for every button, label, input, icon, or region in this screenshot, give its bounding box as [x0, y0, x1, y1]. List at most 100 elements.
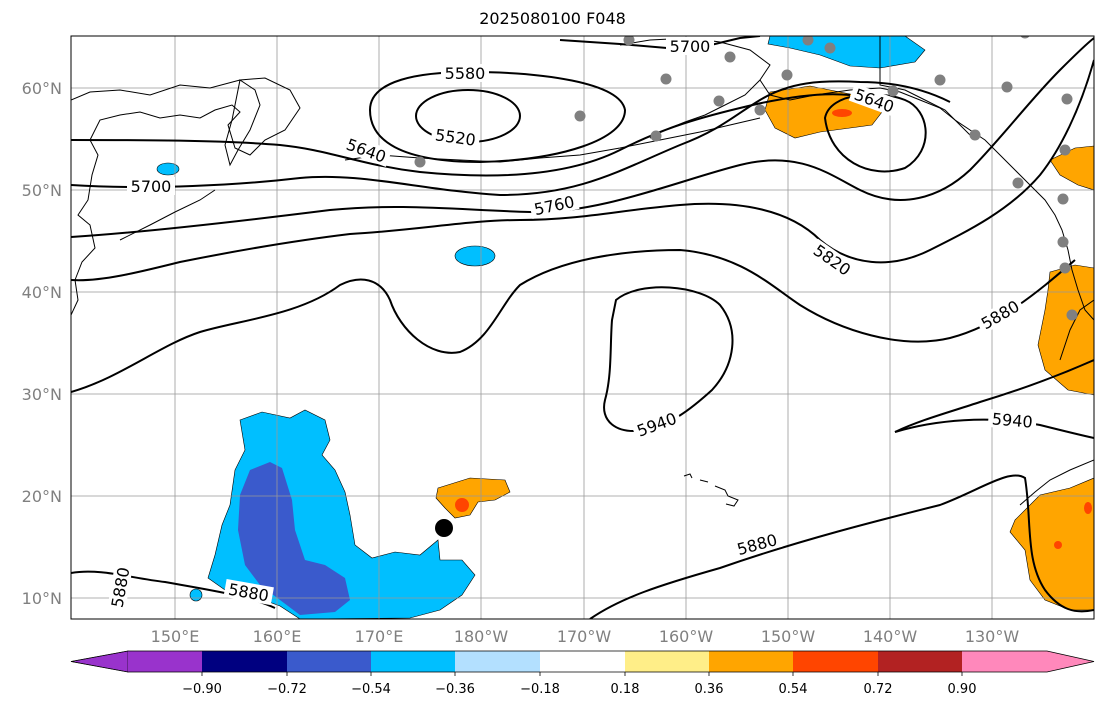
- station-dot: [414, 156, 426, 168]
- contour-5760: [71, 37, 1094, 238]
- colorbar-segment: [878, 651, 962, 672]
- positive-anomaly-region: [1009, 477, 1094, 611]
- station-dot: [1012, 177, 1024, 189]
- strong-positive-anomaly-region: [455, 498, 469, 512]
- longitude-labels: 150°E 160°E 170°E 180°W 170°W 160°W 150°W 140°W…: [151, 627, 1020, 646]
- graticule: [71, 36, 1094, 619]
- positive-anomaly-region: [1049, 145, 1094, 191]
- station-dot: [781, 69, 793, 81]
- lon-label: 180°W: [454, 627, 509, 646]
- contour-5640-west: [71, 93, 851, 177]
- lat-label: 40°N: [22, 283, 62, 302]
- hawaii-coastline: [683, 473, 739, 507]
- strong-positive-anomaly-region: [1084, 502, 1092, 514]
- negative-anomaly-region: [189, 588, 203, 602]
- station-dot: [969, 129, 981, 141]
- colorbar-extend-low: [70, 650, 129, 673]
- colorbar-segment: [709, 651, 793, 672]
- colorbar-tick-label: −0.18: [520, 682, 560, 697]
- colorbar-tick-label: 0.72: [864, 682, 893, 697]
- colorbar-tick-label: −0.72: [267, 682, 307, 697]
- colorbar: [70, 650, 1095, 673]
- negative-anomaly-region: [454, 245, 496, 267]
- mainland-interior-coastline: [879, 36, 976, 141]
- colorbar-tick-label: −0.36: [435, 682, 475, 697]
- positive-anomaly-region: [435, 477, 511, 519]
- lon-label: 130°W: [965, 627, 1020, 646]
- station-dot: [1066, 309, 1078, 321]
- station-dot: [1001, 81, 1013, 93]
- lon-label: 170°W: [557, 627, 612, 646]
- station-dot: [660, 73, 672, 85]
- kuril-coastline: [119, 189, 216, 241]
- station-dot: [1061, 93, 1073, 105]
- lon-label: 160°W: [659, 627, 714, 646]
- colorbar-segment: [455, 651, 540, 672]
- contour-label: 5580: [445, 64, 486, 83]
- lat-label: 10°N: [22, 589, 62, 608]
- colorbar-tick-label: −0.90: [182, 682, 222, 697]
- colorbar-tick-label: 0.36: [695, 682, 724, 697]
- lon-label: 160°E: [253, 627, 302, 646]
- strong-positive-anomaly-region: [1054, 541, 1062, 549]
- station-dot: [887, 85, 899, 97]
- lon-label: 140°W: [863, 627, 918, 646]
- map-frame: [70, 35, 1095, 620]
- strong-positive-anomaly-region: [832, 109, 852, 117]
- station-dot: [754, 104, 766, 116]
- contour-5700-north: [559, 36, 761, 52]
- contour-label: 5700: [670, 37, 711, 56]
- colorbar-tick-label: −0.54: [351, 682, 391, 697]
- station-dot: [934, 74, 946, 86]
- colorbar-segment: [202, 651, 287, 672]
- contour-5820: [71, 59, 1094, 282]
- lat-label: 30°N: [22, 385, 62, 404]
- asia-coastline: [71, 77, 301, 316]
- lon-label: 150°E: [151, 627, 200, 646]
- contour-label: 5520: [434, 125, 477, 149]
- lat-label: 60°N: [22, 79, 62, 98]
- colorbar-segment: [287, 651, 371, 672]
- station-dot: [724, 51, 736, 63]
- station-dot: [623, 36, 635, 46]
- colorbar-segment: [540, 651, 625, 672]
- colorbar-tick-label: 0.18: [611, 682, 640, 697]
- contour-label: 5880: [108, 566, 134, 609]
- height-contours: [71, 36, 1094, 619]
- contour-5700: [71, 80, 951, 197]
- station-dot: [1059, 262, 1071, 274]
- station-dot: [1057, 193, 1069, 205]
- colorbar-segment: [128, 651, 202, 672]
- station-dot: [802, 36, 814, 46]
- contour-label: 5940: [634, 409, 679, 441]
- contour-label: 5760: [532, 192, 576, 219]
- kamchatka-coastline: [224, 79, 261, 167]
- colorbar-segment: [625, 651, 709, 672]
- contour-5940-center: [603, 286, 734, 432]
- contour-label: 5880: [978, 297, 1023, 334]
- colorbar-segment: [793, 651, 878, 672]
- colorbar-extend-high: [962, 651, 1094, 672]
- contour-5880-east: [589, 474, 1094, 619]
- storm-center-marker: [435, 519, 453, 537]
- negative-anomaly-region: [767, 36, 926, 69]
- station-dot: [713, 95, 725, 107]
- coastlines: [71, 36, 1094, 507]
- contour-5880-west: [71, 248, 1076, 393]
- station-dot: [574, 110, 586, 122]
- colorbar-tick-label: 0.54: [779, 682, 808, 697]
- anomaly-fills: [156, 36, 1094, 619]
- lon-label: 150°W: [761, 627, 816, 646]
- lat-label: 50°N: [22, 181, 62, 200]
- station-dot: [1020, 36, 1030, 39]
- lon-label: 170°E: [355, 627, 404, 646]
- latitude-labels: 60°N 50°N 40°N 30°N 20°N 10°N: [22, 79, 62, 608]
- positive-anomaly-region: [1037, 264, 1094, 396]
- station-dot: [650, 130, 662, 142]
- station-dot: [1059, 144, 1071, 156]
- map-title: 2025080100 F048: [479, 9, 626, 28]
- contour-label: 5700: [131, 177, 172, 196]
- colorbar-segment: [371, 651, 455, 672]
- colorbar-tick-label: 0.90: [948, 682, 977, 697]
